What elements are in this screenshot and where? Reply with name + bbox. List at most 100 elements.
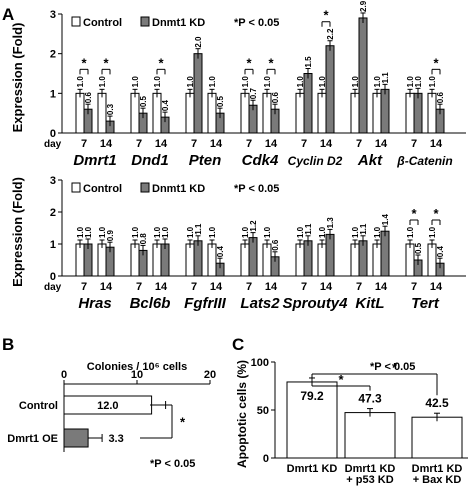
bar-value-label: 1.4 [381,214,390,226]
day-tick-label: 7 [356,138,362,150]
bar-kd [248,237,258,277]
gene-name-label: Akt [357,152,383,169]
bar-value-label: 1.1 [194,223,203,235]
significance-marker: * [103,55,109,70]
bar-control [405,243,415,277]
legend-swatch-control [71,182,81,193]
gene-name-label: Lats2 [240,295,280,312]
y-tick-label: 3 [50,9,56,21]
bar-control [97,243,107,277]
y-tick-label: 1 [50,239,56,251]
significance-marker: * [268,55,274,70]
gene-name-label: FgfrIII [184,295,226,312]
x-tick-label: 10 [131,369,143,381]
day-tick-label: 14 [100,281,113,293]
day-tick-label: 7 [301,138,307,150]
bar-value-label: 1.5 [304,56,313,68]
bar [411,416,463,459]
day-tick-label: 14 [375,281,388,293]
bar-value-label: 1.0 [186,76,195,88]
bar-control [130,92,140,134]
bar-value-label: 2.2 [326,28,335,40]
y-tick-label: 3 [50,175,56,187]
day-tick-label: 14 [100,138,113,150]
bar-value-label: 1.0 [351,76,360,88]
bar-value-label: 0.9 [106,230,115,242]
bar-value-label: 1.0 [208,76,217,88]
gene-name-label: Bcl6b [130,295,171,312]
significance-marker: * [246,55,252,70]
gene-name-label: Cdk4 [242,152,279,169]
bar-control [317,92,327,134]
bar-value-label: 1.1 [381,72,390,84]
day-tick-label: 14 [155,138,168,150]
bar-value-label: 1.0 [76,76,85,88]
day-tick-label: 14 [155,281,168,293]
bar-value-label: 1.1 [359,223,368,235]
gene-name-label: Tert [411,295,440,312]
bar-value-label: 2.0 [194,36,203,48]
day-tick-label: 7 [411,281,417,293]
bar-value-label: 1.0 [131,226,140,238]
bar-value-label: 47.3 [358,392,382,406]
bar-kd [380,230,390,277]
day-tick-label: 14 [430,281,443,293]
bar-value-label: 79.2 [300,389,324,403]
bar-kd [303,240,313,277]
significance-marker: * [433,206,439,221]
day-tick-label: 7 [191,138,197,150]
significance-marker: * [323,8,329,23]
legend-label-control: Control [83,17,122,29]
legend-label-kd: Dnmt1 KD [152,183,205,195]
category-label: Control [19,400,58,412]
significance-note: *P < 0.05 [150,458,195,470]
y-axis-title: Expression (Fold) [10,177,25,287]
bar-value-label: 0.6 [84,92,93,104]
bar-control [130,243,140,277]
y-tick-label: 0 [50,271,56,283]
bar-kd [358,240,368,277]
bar-value-label: 1.0 [98,76,107,88]
x-tick-label: 20 [204,369,216,381]
significance-marker: * [158,55,164,70]
bar-value-label: 0.6 [271,92,280,104]
bar-value-label: 0.8 [139,233,148,245]
panel-c-label: C [232,335,244,354]
gene-name-label: Dmrt1 [73,152,116,169]
y-tick-label: 0 [50,128,56,140]
bar-control [152,92,162,134]
bar-value-label: 1.0 [406,226,415,238]
significance-marker: * [338,372,344,387]
bar-kd [325,45,335,134]
day-axis-label: day [44,282,62,293]
y-axis-title: Apoptotic cells (%) [235,360,249,468]
bar-control [240,92,250,134]
bar-control [295,92,305,134]
panel-a-label: A [2,5,14,24]
bar-value-label: 1.0 [296,226,305,238]
bar-control [240,243,250,277]
day-tick-label: 14 [265,138,278,150]
bar-value-label: 0.5 [216,95,225,107]
legend-significance-note: *P < 0.05 [234,183,279,195]
bar-control [207,92,217,134]
bar-control [372,92,382,134]
bar-control [295,243,305,277]
significance-marker: * [180,415,186,430]
bar [63,428,89,448]
bar-control [75,243,85,277]
significance-marker: * [81,55,87,70]
bar-value-label: 1.0 [153,76,162,88]
bar-control [427,243,437,277]
category-label: Dmrt1 KD [345,463,396,475]
bar-control [427,92,437,134]
day-tick-label: 14 [210,138,223,150]
bar-value-label: 1.1 [304,223,313,235]
bar-value-label: 1.0 [98,226,107,238]
y-tick-label: 2 [50,49,56,61]
significance-note: *P < 0.05 [370,361,415,373]
bar-value-label: 1.0 [153,226,162,238]
bar-value-label: 1.0 [241,76,250,88]
day-tick-label: 7 [136,281,142,293]
bar-kd [358,17,368,134]
